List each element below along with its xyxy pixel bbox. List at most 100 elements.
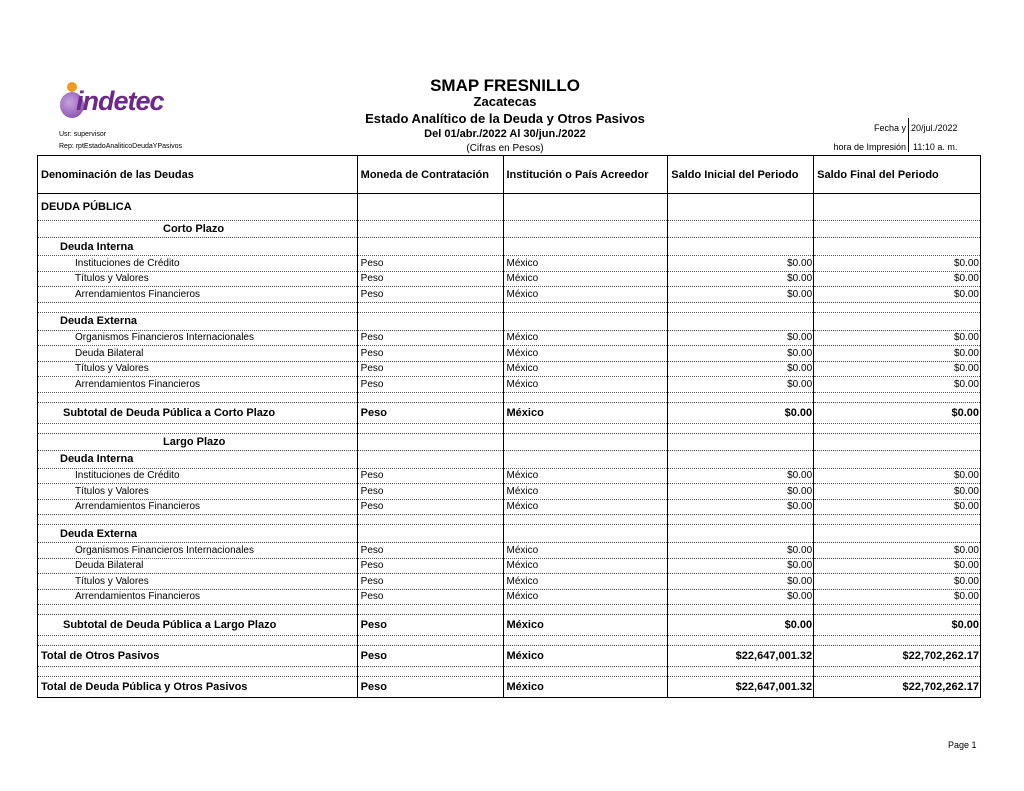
table-row: Subtotal de Deuda Pública a Corto Plazo P… <box>37 402 981 424</box>
table-cell: $0.00 <box>813 402 981 424</box>
table-row: Deuda Interna <box>37 237 981 256</box>
table-cell: $0.00 <box>667 499 815 515</box>
time-label: hora de Impresión <box>833 142 906 152</box>
table-cell <box>667 524 815 543</box>
page-number: Page 1 <box>948 740 977 750</box>
table-cell: Instituciones de Crédito <box>37 255 358 272</box>
table-cell <box>502 312 669 331</box>
table-cell: Deuda Bilateral <box>37 558 358 574</box>
user-label: Usr: supervisor <box>59 131 107 138</box>
table-cell: Deuda Interna <box>37 450 358 469</box>
table-row: Arrendamientos Financieros Peso México $0.0… <box>37 376 981 393</box>
table-cell: DEUDA PÚBLICA <box>37 193 358 221</box>
table-cell: $0.00 <box>813 542 981 559</box>
table-cell <box>813 312 981 331</box>
table-cell <box>813 220 981 238</box>
table-cell: $0.00 <box>813 255 981 272</box>
table-cell: Peso <box>356 255 504 272</box>
table-cell <box>813 604 981 615</box>
table-cell: $0.00 <box>667 614 815 636</box>
table-cell <box>813 450 981 469</box>
table-cell <box>356 635 504 646</box>
table-cell <box>667 635 815 646</box>
table-cell: Organismos Financieros Internacionales <box>37 542 358 559</box>
table-row: Deuda Externa <box>37 524 981 543</box>
table-cell <box>667 193 815 221</box>
table-cell <box>667 604 815 615</box>
table-row: Deuda Externa <box>37 312 981 331</box>
table-cell <box>502 220 669 238</box>
table-cell: Organismos Financieros Internacionales <box>37 330 358 346</box>
table-cell <box>37 423 358 434</box>
table-cell: $0.00 <box>813 330 981 346</box>
table-row: Deuda Interna <box>37 450 981 469</box>
table-cell: Títulos y Valores <box>37 271 358 287</box>
table-cell: Peso <box>356 558 504 574</box>
table-cell <box>37 666 358 677</box>
table-cell: $0.00 <box>813 573 981 590</box>
table-cell <box>667 433 815 451</box>
column-header: Denominación de las Deudas <box>37 155 358 194</box>
table-row: Arrendamientos Financieros Peso México $0.0… <box>37 499 981 515</box>
logo-ball-icon <box>60 92 84 118</box>
table-cell <box>502 433 669 451</box>
table-row <box>37 666 981 677</box>
table-cell: Títulos y Valores <box>37 361 358 377</box>
table-cell <box>813 392 981 403</box>
table-row <box>37 635 981 646</box>
table-cell: $0.00 <box>813 499 981 515</box>
table-cell: Peso <box>356 573 504 590</box>
table-cell: México <box>502 402 669 424</box>
table-cell <box>37 302 358 313</box>
table-cell: México <box>502 286 669 303</box>
table-cell: $22,702,262.17 <box>813 645 981 667</box>
table-cell: Deuda Interna <box>37 237 358 256</box>
table-cell: México <box>502 558 669 574</box>
table-cell: Largo Plazo <box>37 433 358 451</box>
table-cell: $0.00 <box>667 468 815 484</box>
table-cell <box>356 433 504 451</box>
table-cell <box>356 302 504 313</box>
table-cell: Peso <box>356 645 504 667</box>
table-cell <box>356 237 504 256</box>
table-cell: $0.00 <box>667 402 815 424</box>
table-cell: Títulos y Valores <box>37 573 358 590</box>
table-cell: México <box>502 676 669 698</box>
table-row: Arrendamientos Financieros Peso México $0.0… <box>37 286 981 303</box>
table-cell: Total de Deuda Pública y Otros Pasivos <box>37 676 358 698</box>
table-cell <box>813 237 981 256</box>
table-row: Subtotal de Deuda Pública a Largo Plazo P… <box>37 614 981 636</box>
table-cell: México <box>502 255 669 272</box>
table-row <box>37 514 981 525</box>
table-cell: México <box>502 361 669 377</box>
column-header: Institución o País Acreedor <box>502 155 669 194</box>
table-cell <box>37 392 358 403</box>
table-cell: Títulos y Valores <box>37 483 358 500</box>
table-row: Títulos y Valores Peso México $0.00 $0.00 <box>37 271 981 287</box>
table-cell: Peso <box>356 286 504 303</box>
table-cell: Corto Plazo <box>37 220 358 238</box>
table-cell <box>813 302 981 313</box>
date-value: 20/jul./2022 <box>911 123 958 133</box>
logo-text: indetec <box>76 86 165 116</box>
table-cell <box>356 524 504 543</box>
table-row: Total de Otros Pasivos Peso México $22,647,… <box>37 645 981 667</box>
table-cell: $0.00 <box>813 361 981 377</box>
table-cell: $0.00 <box>667 255 815 272</box>
report-title: Estado Analítico de la Deuda y Otros Pas… <box>365 111 645 126</box>
table-cell: $0.00 <box>667 558 815 574</box>
table-cell <box>813 524 981 543</box>
table-cell: México <box>502 330 669 346</box>
table-cell <box>813 433 981 451</box>
table-header: Denominación de las Deudas Moneda de Cont… <box>37 155 981 194</box>
table-cell <box>502 392 669 403</box>
table-cell: México <box>502 376 669 393</box>
table-row: Organismos Financieros Internacionales Pe… <box>37 330 981 346</box>
table-row: Largo Plazo <box>37 433 981 451</box>
table-cell: México <box>502 589 669 605</box>
table-cell <box>356 423 504 434</box>
table-cell: Arrendamientos Financieros <box>37 499 358 515</box>
table-cell <box>37 514 358 525</box>
table-row: Corto Plazo <box>37 220 981 238</box>
